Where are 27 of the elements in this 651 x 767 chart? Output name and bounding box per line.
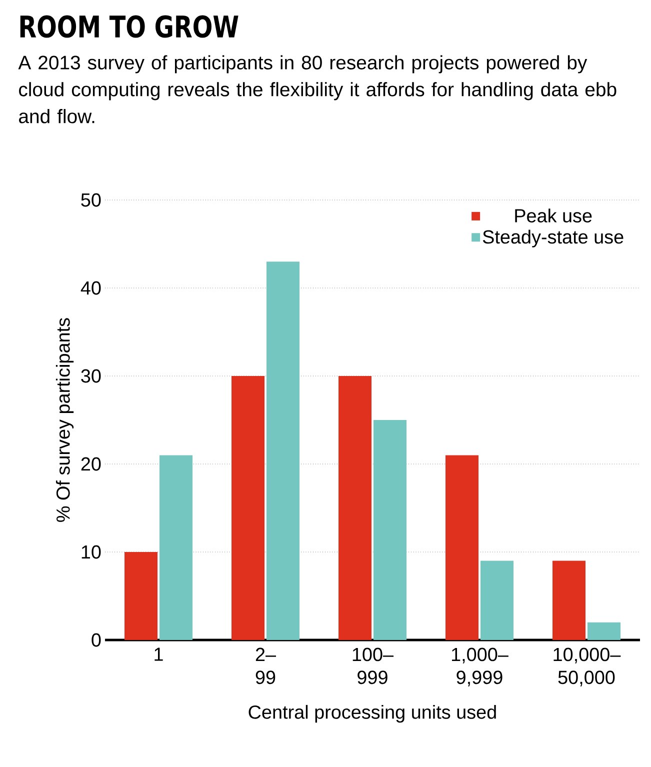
y-tick-label: 0 <box>92 633 101 647</box>
y-tick-label: 50 <box>81 193 101 207</box>
bar <box>480 560 514 640</box>
legend-label: Peak use <box>515 208 592 222</box>
y-tick-label: 30 <box>81 369 101 383</box>
bar <box>124 552 158 640</box>
x-tick-label: 1 <box>154 648 163 661</box>
y-axis-title: % Of survey participants <box>56 318 74 522</box>
bar <box>338 376 372 640</box>
x-tick-label: 1,000–9,999 <box>452 648 508 686</box>
chart-title: ROOM TO GROW <box>20 15 238 38</box>
y-tick-label: 40 <box>80 281 101 295</box>
bar <box>446 455 479 640</box>
x-axis-title: Central processing units used <box>248 704 496 723</box>
legend-label: Steady-state use <box>482 230 624 248</box>
bar <box>552 560 586 640</box>
bar <box>266 262 300 640</box>
y-tick-label: 20 <box>81 457 101 471</box>
y-tick-label: 10 <box>82 545 101 559</box>
x-tick-label: 2–99 <box>256 648 276 684</box>
x-tick-label: 10,000–50,000 <box>554 648 621 686</box>
x-tick-label: 100–999 <box>352 648 394 684</box>
chart-subtitle: A 2013 survey of participants in 80 research projects powered by cloud computing reveals the flexibility it affords for handling data ebb and flow. <box>18 55 616 124</box>
bar <box>587 622 620 640</box>
bar <box>232 376 264 640</box>
bar <box>373 420 406 640</box>
bar <box>159 455 192 640</box>
